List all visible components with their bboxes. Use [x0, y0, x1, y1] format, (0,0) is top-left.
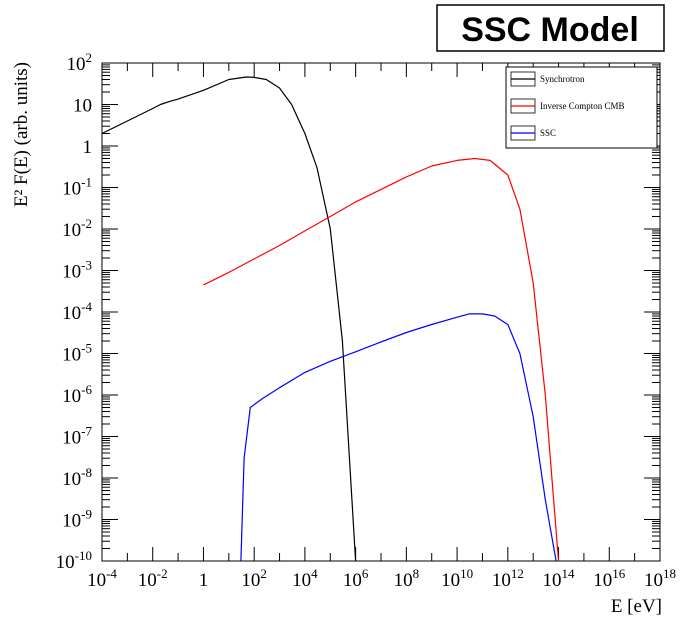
- y-tick-label: 10-6: [62, 382, 92, 407]
- chart-title-box: SSC Model: [436, 4, 665, 52]
- series-line-synchrotron: [101, 76, 357, 562]
- axis-tick-labels: 10-4 10-2 1 102 104 106 108 1010 1012 1014 1016 101…: [56, 50, 676, 591]
- x-tick-label: 102: [241, 566, 267, 591]
- x-tick-label: 106: [343, 566, 369, 591]
- title-frame: [436, 4, 665, 52]
- x-tick-label: 104: [292, 566, 318, 591]
- x-tick-label: 1010: [441, 566, 473, 591]
- x-tick-label: 1014: [543, 566, 576, 591]
- y-axis-title: E² F(E) (arb. units): [11, 62, 32, 207]
- legend-label: SSC: [540, 128, 556, 138]
- legend-label: Synchrotron: [540, 74, 585, 84]
- y-tick-label: 102: [67, 50, 93, 75]
- y-tick-label: 10-1: [62, 175, 92, 200]
- y-tick-label: 10-4: [62, 299, 92, 324]
- y-tick-label: 10-5: [62, 341, 92, 366]
- x-tick-label: 10-2: [138, 566, 168, 591]
- y-tick-label: 10-3: [62, 258, 92, 283]
- y-tick-label: 10-7: [62, 424, 92, 449]
- series-layer: [101, 76, 560, 562]
- x-tick-label: 1: [199, 570, 209, 591]
- x-tick-label: 10-4: [87, 566, 117, 591]
- y-tick-label: 10: [73, 96, 92, 117]
- series-line-ssc: [240, 313, 557, 562]
- x-axis-title: E [eV]: [611, 596, 662, 617]
- y-tick-label: 10-8: [62, 465, 92, 490]
- series-line-inverse-compton-cmb: [203, 157, 560, 562]
- x-tick-label: 1018: [644, 566, 676, 591]
- x-tick-label: 108: [394, 566, 420, 591]
- legend-label: Inverse Compton CMB: [540, 101, 625, 111]
- y-tick-label: 10-10: [56, 548, 92, 573]
- y-tick-label: 1: [83, 137, 93, 158]
- chart-title: SSC Model: [461, 11, 639, 49]
- y-tick-label: 10-2: [62, 216, 92, 241]
- x-tick-label: 1016: [593, 566, 626, 591]
- x-tick-label: 1012: [492, 566, 524, 591]
- legend: Synchrotron Inverse Compton CMB SSC: [505, 66, 658, 149]
- y-tick-label: 10-9: [62, 507, 92, 532]
